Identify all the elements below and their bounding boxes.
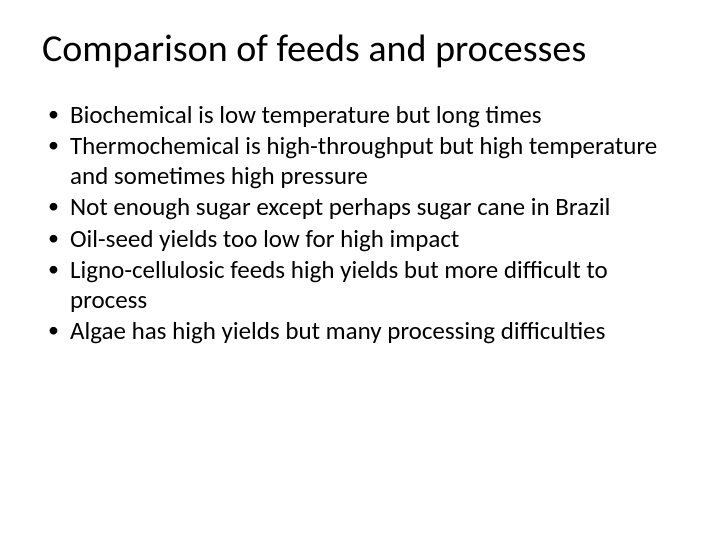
list-item: Algae has high yields but many processin…: [42, 316, 678, 346]
slide: Comparison of feeds and processes Bioche…: [0, 0, 720, 540]
slide-title: Comparison of feeds and processes: [42, 28, 678, 72]
list-item: Ligno-cellulosic feeds high yields but m…: [42, 255, 678, 314]
bullet-list: Biochemical is low temperature but long …: [42, 100, 678, 346]
list-item: Biochemical is low temperature but long …: [42, 100, 678, 130]
list-item: Thermochemical is high-throughput but hi…: [42, 131, 678, 190]
list-item: Not enough sugar except perhaps sugar ca…: [42, 192, 678, 222]
list-item: Oil-seed yields too low for high impact: [42, 224, 678, 254]
